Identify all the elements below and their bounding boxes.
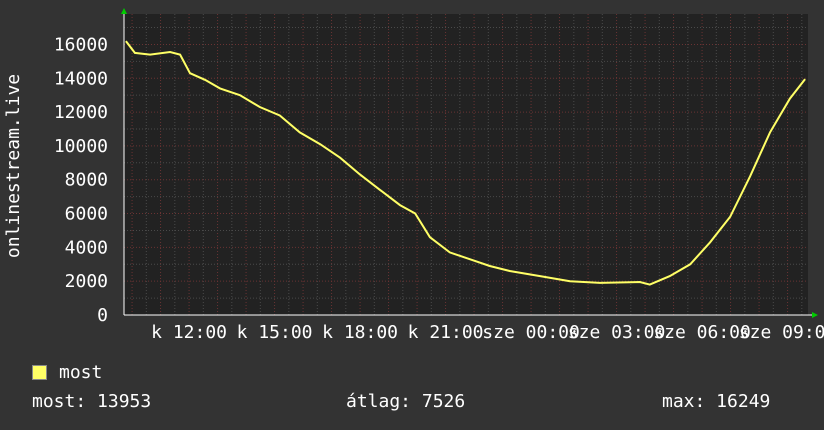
y-tick-label: 2000 xyxy=(65,271,108,292)
x-tick-label: k 18:00 xyxy=(322,322,398,343)
y-tick-label: 8000 xyxy=(65,170,108,191)
legend: most xyxy=(32,362,102,383)
series-line-most xyxy=(125,40,806,286)
x-tick-label: sze 09:00 xyxy=(739,322,824,343)
x-tick-label: k 21:00 xyxy=(408,322,484,343)
y-tick-label: 16000 xyxy=(54,34,108,55)
x-tick-label: k 12:00 xyxy=(151,322,227,343)
y-tick-label: 10000 xyxy=(54,136,108,157)
y-tick-label: 0 xyxy=(97,305,108,326)
y-tick-label: 6000 xyxy=(65,204,108,225)
y-tick-label: 4000 xyxy=(65,237,108,258)
grid xyxy=(124,14,808,315)
y-axis: 0 2000 4000 6000 8000 10000 12000 14000 16000 xyxy=(54,34,108,326)
stat-average: átlag: 7526 xyxy=(346,391,466,412)
stat-max: max: 16249 xyxy=(662,391,771,412)
x-tick-label: sze 00:00 xyxy=(482,322,580,343)
x-tick-label: sze 06:00 xyxy=(653,322,751,343)
legend-label: most xyxy=(59,362,103,383)
stat-current: most: 13953 xyxy=(32,391,152,412)
y-tick-label: 12000 xyxy=(54,102,108,123)
legend-swatch-most xyxy=(32,365,47,380)
y-axis-arrow-icon xyxy=(121,8,127,14)
x-tick-label: sze 03:00 xyxy=(568,322,666,343)
y-axis-title: onlinestream.live xyxy=(3,74,24,258)
y-tick-label: 14000 xyxy=(54,68,108,89)
x-axis-arrow-icon xyxy=(812,312,818,318)
plot-area xyxy=(124,14,808,315)
x-tick-label: k 15:00 xyxy=(237,322,313,343)
